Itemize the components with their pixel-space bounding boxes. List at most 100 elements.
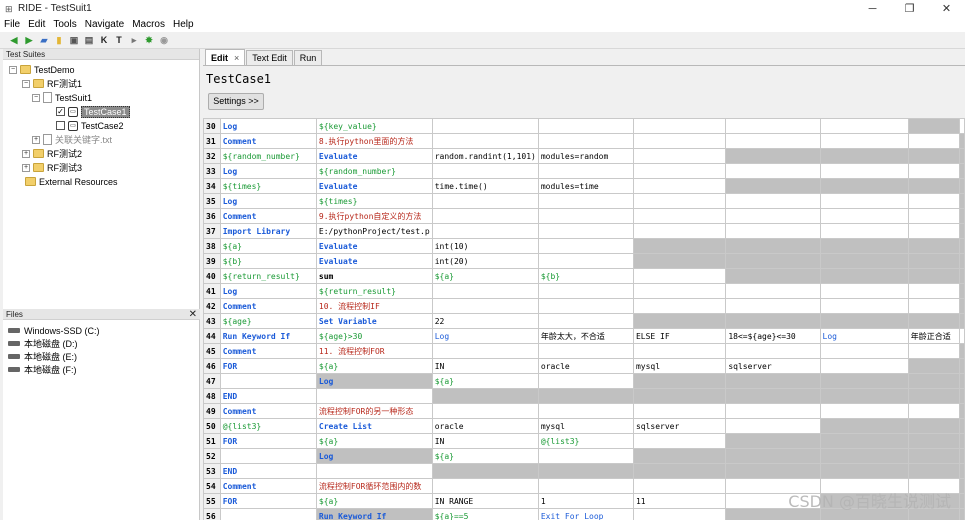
grid-cell[interactable] — [431, 223, 539, 239]
grid-cell[interactable]: Comment — [219, 208, 317, 224]
grid-cell[interactable] — [725, 388, 821, 404]
grid-cell[interactable]: IN — [431, 433, 539, 449]
grid-cell[interactable] — [632, 268, 727, 284]
grid-cell[interactable]: FOR — [219, 358, 317, 374]
grid-cell[interactable] — [819, 448, 909, 464]
grid-cell[interactable] — [819, 403, 909, 419]
grid-cell[interactable]: Evaluate — [315, 148, 433, 164]
grid-cell[interactable] — [431, 283, 539, 299]
tree-node-testcase1[interactable]: ✓ ▭ TestCase1 — [56, 105, 130, 118]
checkbox-checked-icon[interactable]: ✓ — [56, 107, 65, 116]
grid-cell[interactable] — [819, 463, 909, 479]
grid-cell[interactable] — [219, 448, 317, 464]
grid-cell[interactable] — [959, 358, 965, 374]
grid-cell[interactable] — [431, 343, 539, 359]
grid-cell[interactable]: int(20) — [431, 253, 539, 269]
grid-cell[interactable]: 年龄太大，不合适 — [537, 328, 634, 344]
grid-cell[interactable]: Log — [219, 193, 317, 209]
grid-cell[interactable] — [725, 223, 821, 239]
forward-arrow-icon[interactable]: ▶ — [25, 35, 33, 45]
grid-cell[interactable]: ELSE IF — [632, 328, 727, 344]
grid-cell[interactable]: Log — [431, 328, 539, 344]
grid-cell[interactable] — [632, 133, 727, 149]
grid-cell[interactable] — [632, 238, 727, 254]
grid-cell[interactable] — [725, 313, 821, 329]
grid-cell[interactable]: sqlserver — [632, 418, 727, 434]
tab-text-edit[interactable]: Text Edit — [246, 50, 293, 65]
grid-cell[interactable] — [725, 163, 821, 179]
grid-cell[interactable] — [907, 283, 961, 299]
grid-cell[interactable] — [725, 253, 821, 269]
grid-cell[interactable] — [537, 208, 634, 224]
grid-cell[interactable]: IN RANGE — [431, 493, 539, 509]
grid-cell[interactable] — [907, 508, 961, 520]
grid-cell[interactable] — [819, 178, 909, 194]
open-folder-icon[interactable]: ▰ — [40, 35, 48, 45]
save-icon[interactable]: ▣ — [69, 35, 79, 45]
grid-cell[interactable] — [907, 448, 961, 464]
grid-cell[interactable]: Import Library — [219, 223, 317, 239]
settings-icon[interactable]: ◉ — [160, 35, 168, 45]
grid-cell[interactable] — [959, 343, 965, 359]
grid-cell[interactable] — [959, 268, 965, 284]
grid-cell[interactable] — [907, 463, 961, 479]
grid-cell[interactable] — [907, 178, 961, 194]
grid-cell[interactable]: END — [219, 388, 317, 404]
grid-cell[interactable]: 1 — [537, 493, 634, 509]
grid-cell[interactable] — [725, 478, 821, 494]
grid-cell[interactable] — [632, 508, 727, 520]
grid-cell[interactable] — [537, 298, 634, 314]
grid-cell[interactable] — [959, 208, 965, 224]
grid-cell[interactable] — [959, 148, 965, 164]
grid-cell[interactable]: Log — [219, 118, 317, 134]
grid-cell[interactable] — [959, 298, 965, 314]
grid-cell[interactable]: mysql — [632, 358, 727, 374]
grid-cell[interactable] — [819, 223, 909, 239]
grid-cell[interactable] — [819, 268, 909, 284]
grid-cell[interactable]: @{list3} — [537, 433, 634, 449]
grid-cell[interactable] — [632, 283, 727, 299]
grid-cell[interactable] — [537, 193, 634, 209]
grid-cell[interactable] — [819, 358, 909, 374]
grid-cell[interactable] — [907, 298, 961, 314]
grid-cell[interactable]: ${b} — [219, 253, 317, 269]
grid-cell[interactable] — [725, 148, 821, 164]
grid-cell[interactable]: 流程控制FOR循环范围内的数 — [315, 478, 433, 494]
grid-cell[interactable]: FOR — [219, 433, 317, 449]
grid-cell[interactable] — [632, 388, 727, 404]
grid-cell[interactable] — [959, 403, 965, 419]
grid-cell[interactable] — [537, 388, 634, 404]
grid-cell[interactable]: ${random_number} — [219, 148, 317, 164]
grid-cell[interactable] — [959, 238, 965, 254]
search-keyword-icon[interactable]: K — [100, 35, 108, 45]
drive-item[interactable]: Windows-SSD (C:) — [3, 324, 200, 337]
grid-cell[interactable] — [537, 223, 634, 239]
grid-cell[interactable] — [431, 163, 539, 179]
menu-file[interactable]: File — [4, 19, 21, 30]
grid-cell[interactable] — [907, 268, 961, 284]
grid-cell[interactable]: ${key_value} — [315, 118, 433, 134]
grid-cell[interactable] — [632, 433, 727, 449]
grid-cell[interactable]: oracle — [537, 358, 634, 374]
grid-cell[interactable] — [819, 313, 909, 329]
grid-cell[interactable] — [959, 163, 965, 179]
grid-cell[interactable] — [632, 163, 727, 179]
grid-cell[interactable] — [632, 178, 727, 194]
grid-cell[interactable]: 年龄正合适 — [907, 328, 961, 344]
grid-cell[interactable]: Comment — [219, 343, 317, 359]
grid-cell[interactable] — [725, 448, 821, 464]
grid-cell[interactable] — [959, 388, 965, 404]
grid-cell[interactable]: ${a} — [431, 268, 539, 284]
grid-cell[interactable]: sqlserver — [725, 358, 821, 374]
drive-item[interactable]: 本地磁盘 (E:) — [3, 350, 200, 363]
grid-cell[interactable] — [632, 193, 727, 209]
grid-cell[interactable] — [725, 298, 821, 314]
grid-cell[interactable]: 18<=${age}<=30 — [725, 328, 821, 344]
grid-cell[interactable]: Comment — [219, 298, 317, 314]
grid-cell[interactable] — [315, 388, 433, 404]
grid-cell[interactable] — [725, 418, 821, 434]
grid-cell[interactable] — [725, 178, 821, 194]
menu-edit[interactable]: Edit — [28, 19, 46, 30]
grid-cell[interactable] — [632, 463, 727, 479]
grid-cell[interactable] — [959, 418, 965, 434]
